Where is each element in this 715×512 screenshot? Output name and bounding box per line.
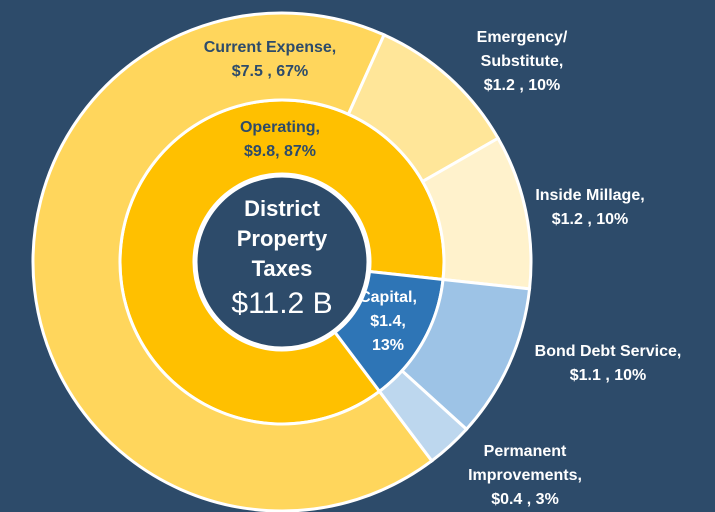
- segment-label: Inside Millage,: [535, 187, 644, 204]
- center-title: Property: [237, 226, 328, 251]
- ring-segment: [377, 368, 469, 463]
- segment-label: $0.4 , 3%: [491, 491, 559, 508]
- segment-label: $7.5 , 67%: [232, 63, 309, 80]
- center-title: District: [244, 196, 320, 221]
- segment-label: Improvements,: [468, 467, 582, 484]
- segment-label: $9.8, 87%: [244, 143, 316, 160]
- center-title: Taxes: [252, 256, 313, 281]
- segment-label: $1.2 , 10%: [484, 77, 561, 94]
- segment-label: Permanent: [484, 443, 567, 460]
- segment-label: Current Expense,: [204, 39, 336, 56]
- segment-label: Bond Debt Service,: [535, 343, 682, 360]
- segment-label: Operating,: [240, 119, 320, 136]
- center-total: $11.2 B: [231, 287, 332, 320]
- ring-segment: [31, 11, 434, 512]
- segment-label: $1.4,: [370, 313, 406, 330]
- segment-label: $1.2 , 10%: [552, 211, 629, 228]
- segment-label: Capital,: [359, 289, 417, 306]
- center-circle: [194, 174, 370, 350]
- segment-label: 13%: [372, 337, 404, 354]
- segment-label: Substitute,: [481, 53, 564, 70]
- segment-label: $1.1 , 10%: [570, 367, 647, 384]
- segment-label: Emergency/: [477, 29, 568, 46]
